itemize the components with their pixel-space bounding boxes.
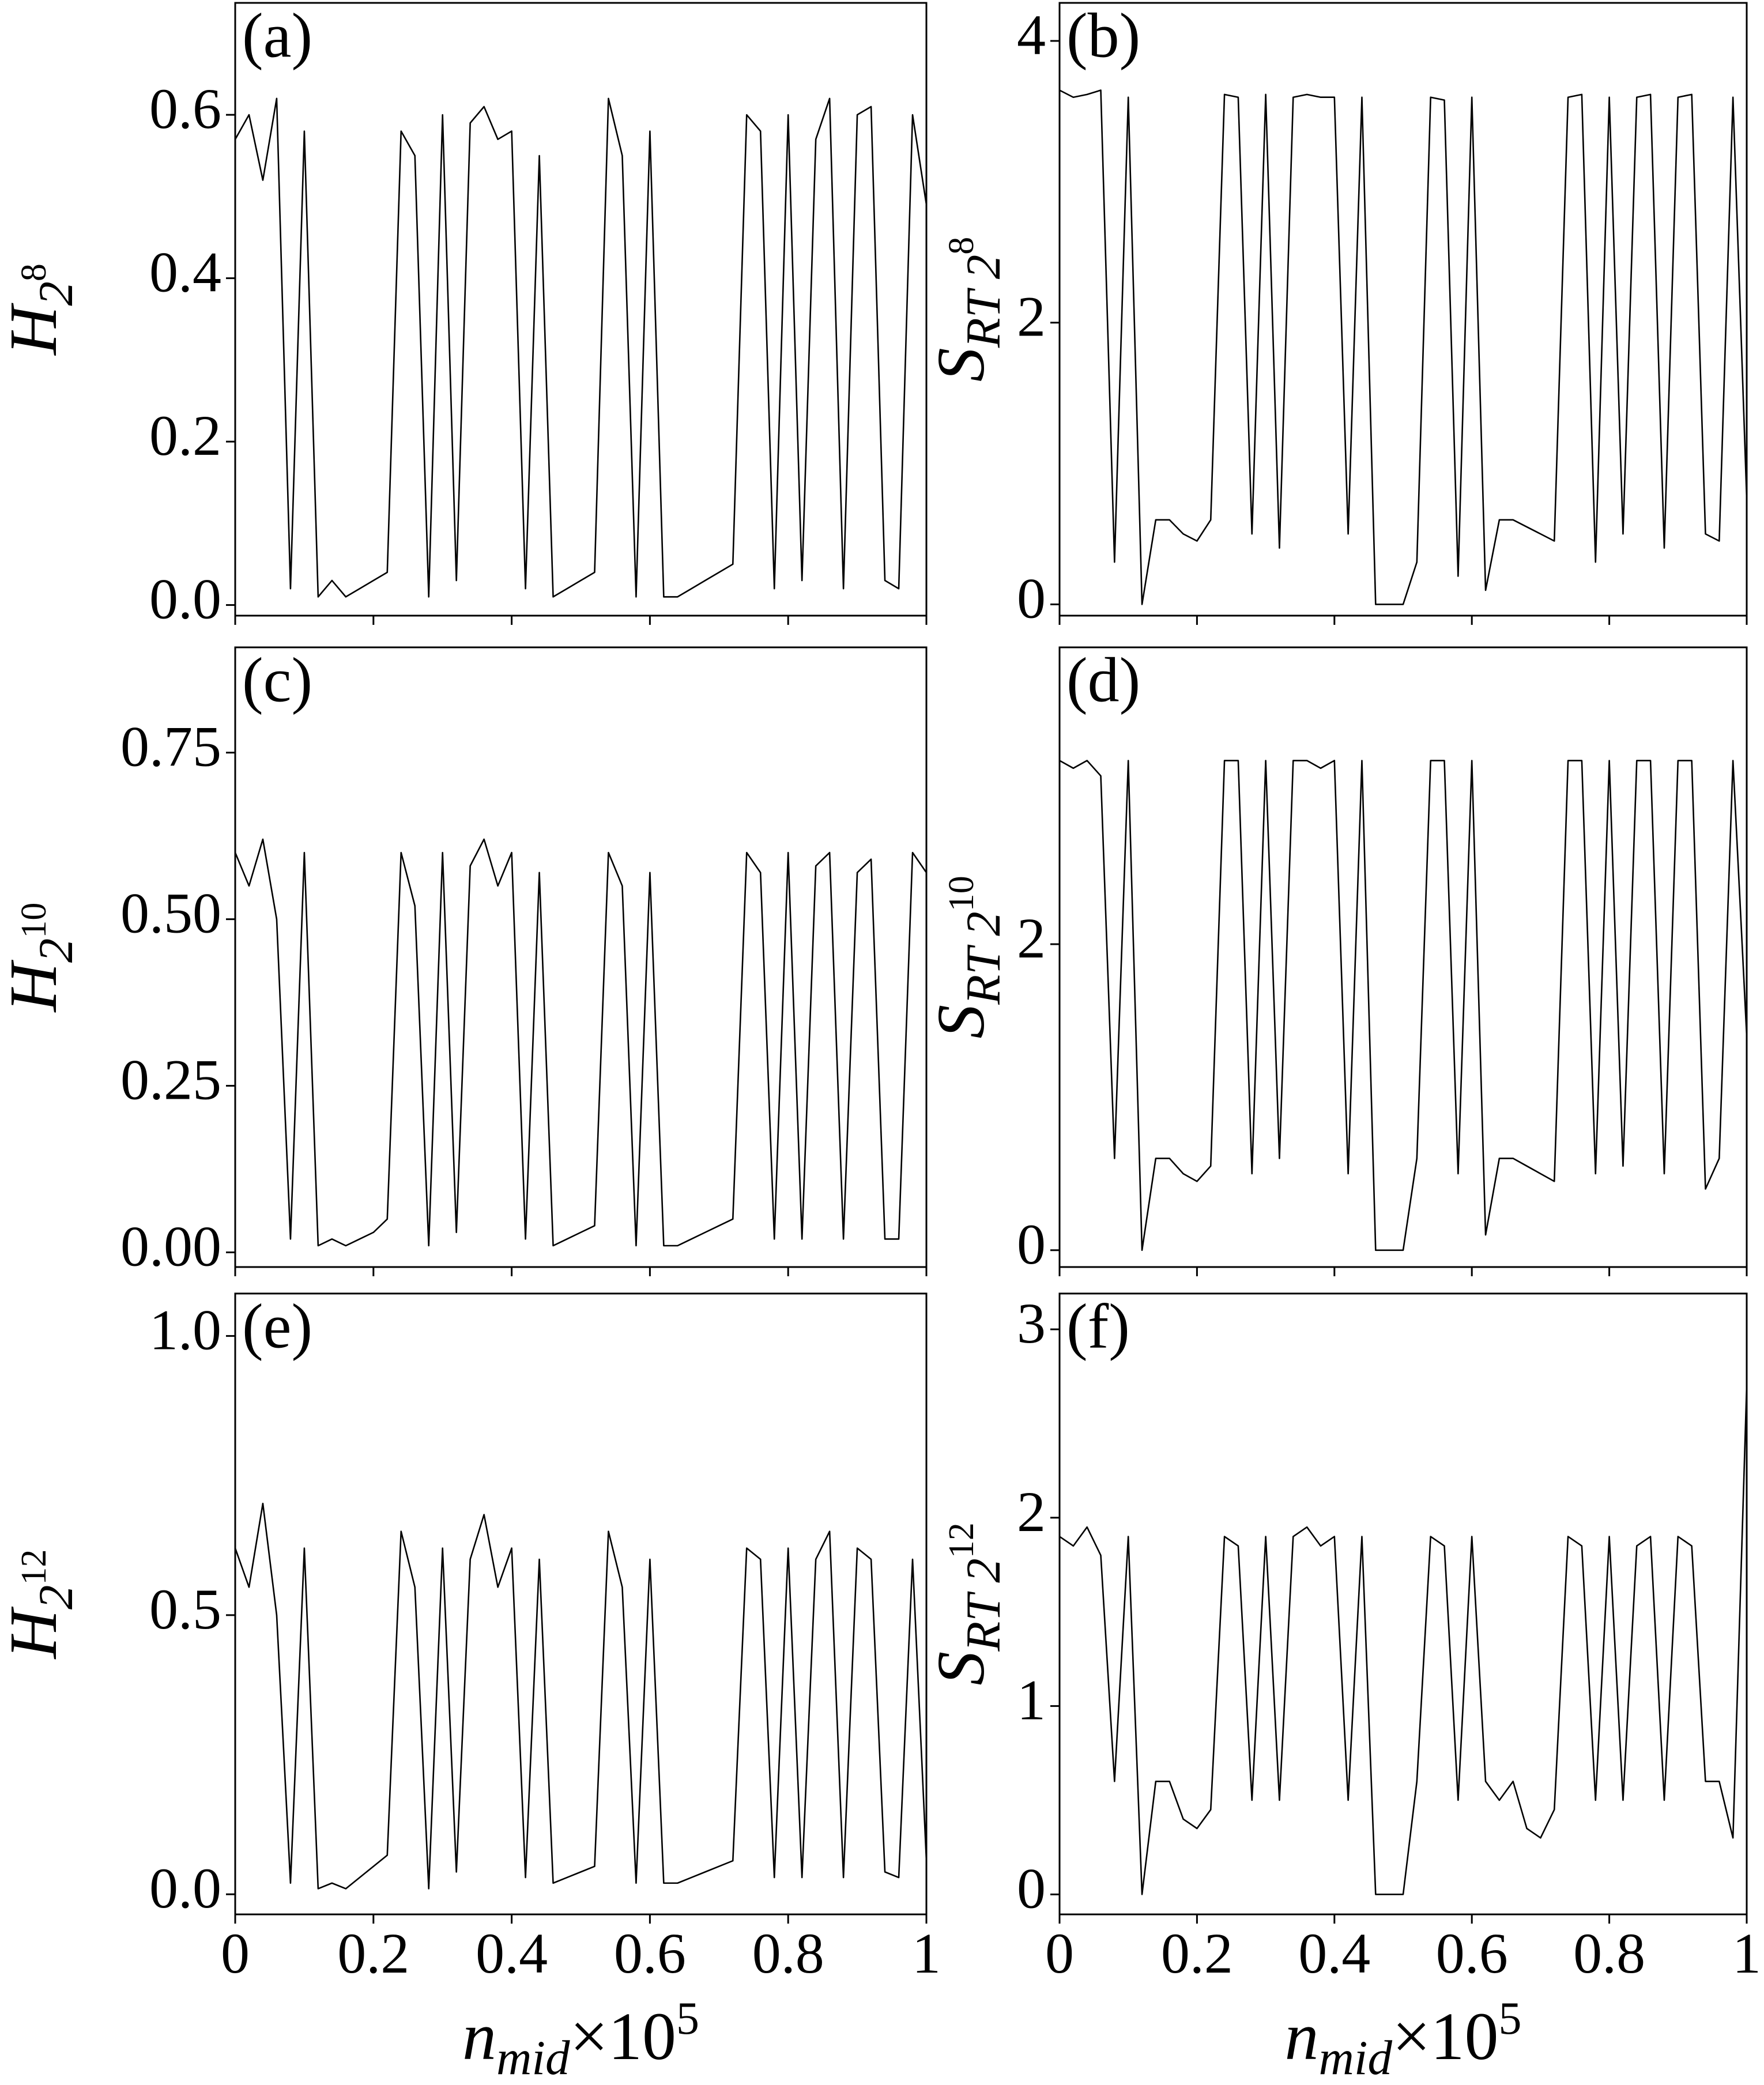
y-axis-label: H210: [0, 903, 83, 1013]
y-tick-label: 2: [1017, 1480, 1046, 1544]
y-label-base: H: [0, 1606, 71, 1660]
x-tick-label: 0.4: [1298, 1921, 1370, 1985]
x-label-times: ×10: [570, 1999, 676, 2074]
data-line: [1059, 1386, 1748, 1895]
axes-frame: [1058, 1292, 1748, 1916]
x-tick-label: 1: [912, 1921, 941, 1985]
x-tick-label: 0.8: [1573, 1921, 1645, 1985]
data-line: [234, 1502, 928, 1890]
y-label-sub: RT 2: [956, 1558, 1011, 1652]
data-line: [234, 97, 928, 598]
y-tick-label: 0.5: [149, 1577, 221, 1641]
y-label-base: S: [923, 348, 998, 382]
panel-label: (a): [242, 0, 312, 70]
x-tick-label: 0.2: [337, 1921, 409, 1985]
y-label-base: H: [0, 303, 71, 356]
y-label-sup: 8: [14, 263, 54, 281]
x-tick-label: 1: [1732, 1921, 1761, 1985]
y-tick-label: 2: [1017, 906, 1046, 970]
x-tick-label: 0: [1045, 1921, 1074, 1985]
y-label-sup: 12: [14, 1549, 54, 1585]
axes-frame: [234, 646, 928, 1268]
y-tick-label: 0: [1017, 566, 1046, 630]
panel-label: (b): [1066, 0, 1140, 70]
x-label-times: ×10: [1392, 1999, 1499, 2074]
x-tick-label: 0.6: [1436, 1921, 1508, 1985]
y-label-sup: 10: [942, 876, 981, 911]
y-tick-label: 1: [1017, 1668, 1046, 1732]
y-label-base: H: [0, 959, 71, 1013]
y-axis-label: H212: [0, 1549, 83, 1660]
x-tick-label: 0.2: [1161, 1921, 1233, 1985]
axes-frame: [234, 2, 928, 617]
y-tick-label: 0.25: [120, 1048, 221, 1112]
x-label-base: n: [462, 1999, 496, 2074]
y-label-sup: 8: [942, 237, 981, 255]
x-tick-label: 0.6: [614, 1921, 686, 1985]
y-label-sub: RT 2: [956, 911, 1011, 1005]
y-label-sub: 2: [29, 1585, 83, 1610]
y-axis-label: SRT 210: [923, 876, 1011, 1038]
y-tick-label: 0.0: [149, 1856, 221, 1920]
x-label-sup: 5: [1499, 1993, 1522, 2044]
x-tick-label: 0.8: [752, 1921, 824, 1985]
axes-frame: [234, 1292, 928, 1916]
y-label-sub: RT 2: [956, 255, 1011, 348]
panel-label: (e): [242, 1291, 312, 1361]
y-axis-label: H28: [0, 263, 83, 356]
y-label-sub: 2: [29, 938, 83, 963]
y-tick-label: 3: [1017, 1291, 1046, 1355]
y-tick-label: 0.2: [149, 404, 221, 467]
y-tick-label: 0.50: [120, 881, 221, 945]
y-tick-label: 0: [1017, 1856, 1046, 1920]
panel-label: (d): [1066, 644, 1140, 715]
y-axis-label: SRT 212: [923, 1522, 1011, 1685]
y-tick-label: 0.00: [120, 1215, 221, 1279]
y-label-base: S: [923, 1652, 998, 1686]
y-tick-label: 0.75: [120, 715, 221, 779]
x-tick-label: 0: [221, 1921, 250, 1985]
x-label-sub: mid: [496, 2031, 570, 2085]
data-line: [1059, 89, 1748, 605]
y-axis-label: SRT 28: [923, 237, 1011, 382]
x-label-sub: mid: [1318, 2031, 1392, 2085]
y-tick-label: 0.4: [149, 240, 221, 304]
data-line: [234, 838, 928, 1247]
y-label-sup: 12: [942, 1522, 981, 1558]
x-axis-label: nmid×105: [1284, 1993, 1521, 2085]
x-axis-label: nmid×105: [462, 1993, 699, 2085]
panel-label: (f): [1066, 1291, 1130, 1361]
y-label-sub: 2: [29, 281, 83, 306]
x-label-sup: 5: [676, 1993, 699, 2044]
axes-frame: [1058, 2, 1748, 617]
y-tick-label: 4: [1017, 3, 1046, 67]
y-label-base: S: [923, 1005, 998, 1039]
y-tick-label: 2: [1017, 285, 1046, 349]
panel-label: (c): [242, 644, 312, 715]
axes-frame: [1058, 646, 1748, 1268]
data-line: [1059, 760, 1748, 1251]
y-tick-label: 0.6: [149, 77, 221, 141]
x-tick-label: 0.4: [476, 1921, 548, 1985]
y-tick-label: 1.0: [149, 1298, 221, 1362]
y-tick-label: 0: [1017, 1212, 1046, 1276]
y-tick-label: 0.0: [149, 567, 221, 631]
y-label-sup: 10: [14, 903, 54, 938]
x-label-base: n: [1284, 1999, 1318, 2074]
